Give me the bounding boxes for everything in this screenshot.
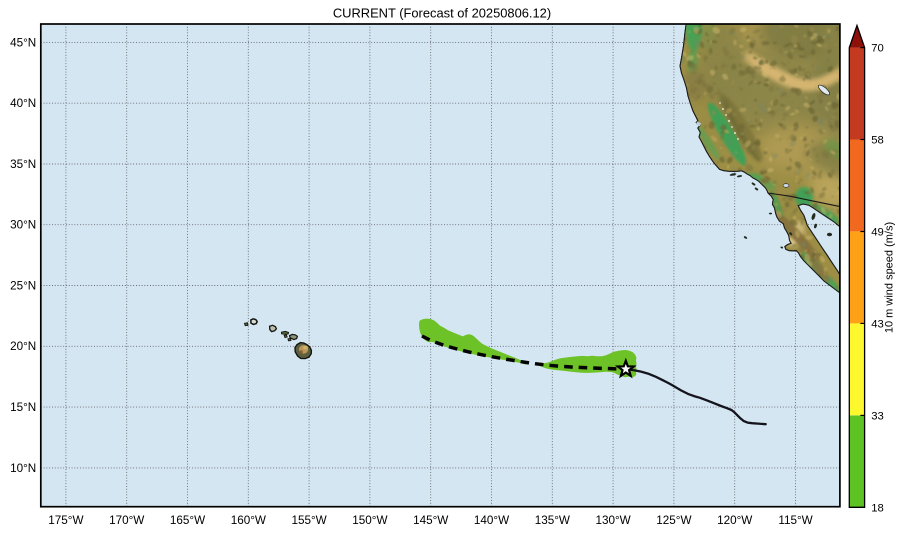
svg-text:CURRENT (Forecast of 20250806.: CURRENT (Forecast of 20250806.12) xyxy=(333,6,551,21)
svg-text:115°W: 115°W xyxy=(778,514,812,527)
svg-text:25°N: 25°N xyxy=(10,279,36,292)
svg-text:130°W: 130°W xyxy=(595,514,630,527)
svg-text:58: 58 xyxy=(871,135,884,147)
svg-text:10°N: 10°N xyxy=(10,462,36,475)
svg-text:33: 33 xyxy=(871,411,884,423)
svg-text:20°N: 20°N xyxy=(10,340,36,353)
svg-text:175°W: 175°W xyxy=(48,514,83,527)
svg-text:45°N: 45°N xyxy=(10,36,36,49)
svg-text:120°W: 120°W xyxy=(717,514,752,527)
svg-text:160°W: 160°W xyxy=(231,514,266,527)
svg-text:10 m wind speed (m/s): 10 m wind speed (m/s) xyxy=(884,222,896,333)
svg-text:135°W: 135°W xyxy=(535,514,570,527)
svg-text:40°N: 40°N xyxy=(10,97,36,110)
svg-text:18: 18 xyxy=(871,502,884,514)
svg-text:165°W: 165°W xyxy=(170,514,205,527)
svg-text:125°W: 125°W xyxy=(656,514,691,527)
svg-text:43: 43 xyxy=(871,319,884,331)
svg-text:150°W: 150°W xyxy=(352,514,387,527)
svg-text:49: 49 xyxy=(871,227,884,239)
svg-text:35°N: 35°N xyxy=(10,158,36,171)
svg-text:140°W: 140°W xyxy=(474,514,509,527)
svg-text:30°N: 30°N xyxy=(10,219,36,232)
svg-text:170°W: 170°W xyxy=(109,514,144,527)
svg-text:155°W: 155°W xyxy=(291,514,326,527)
svg-text:145°W: 145°W xyxy=(413,514,448,527)
svg-text:70: 70 xyxy=(871,43,884,55)
svg-text:15°N: 15°N xyxy=(10,401,36,414)
